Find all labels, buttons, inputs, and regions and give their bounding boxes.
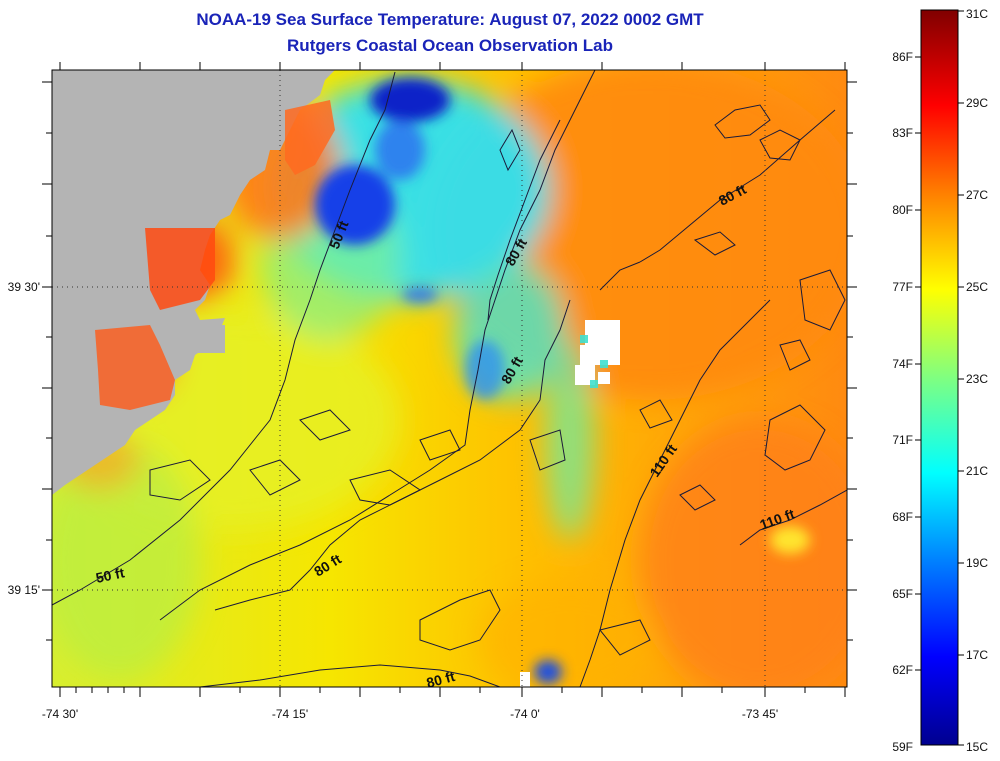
y-tick-label: 39 15' [8,583,40,597]
bathymetry-contours [52,70,847,687]
colorbar-celsius-label: 29C [966,96,988,110]
map-subtitle: Rutgers Coastal Ocean Observation Lab [287,36,613,55]
colorbar: 31C 29C 27C 25C 23C 21C 19C 17C 15C 86F … [892,7,988,754]
colorbar-celsius-label: 23C [966,372,988,386]
x-tick-label: -74 15' [272,707,308,721]
contour-label: 80 ft [425,668,457,691]
colorbar-fahrenheit-label: 83F [892,126,913,140]
colorbar-fahrenheit-label: 74F [892,357,913,371]
sst-map-area [52,70,847,687]
map-frame [51,69,848,688]
x-tick-label: -74 0' [510,707,540,721]
colorbar-celsius-label: 19C [966,556,988,570]
colorbar-celsius-label: 21C [966,464,988,478]
colorbar-fahrenheit-label: 71F [892,433,913,447]
colorbar-ramp [920,9,959,746]
colorbar-fahrenheit-label: 86F [892,50,913,64]
colorbar-fahrenheit-label: 77F [892,280,913,294]
axis-ticks [42,62,857,697]
colorbar-celsius-label: 31C [966,7,988,21]
colorbar-fahrenheit-label: 65F [892,587,913,601]
colorbar-fahrenheit-label: 80F [892,203,913,217]
colorbar-celsius-label: 25C [966,280,988,294]
y-tick-label: 39 30' [8,280,40,294]
colorbar-celsius-label: 27C [966,188,988,202]
contour-label: 50 ft [94,564,126,586]
x-tick-label: -74 30' [42,707,78,721]
colorbar-celsius-label: 15C [966,740,988,754]
colorbar-fahrenheit-label: 68F [892,510,913,524]
colorbar-fahrenheit-label: 59F [892,740,913,754]
x-tick-label: -73 45' [742,707,778,721]
colorbar-celsius-label: 17C [966,648,988,662]
no-data-pixels [520,320,620,687]
colorbar-fahrenheit-label: 62F [892,663,913,677]
map-title: NOAA-19 Sea Surface Temperature: August … [196,10,704,29]
